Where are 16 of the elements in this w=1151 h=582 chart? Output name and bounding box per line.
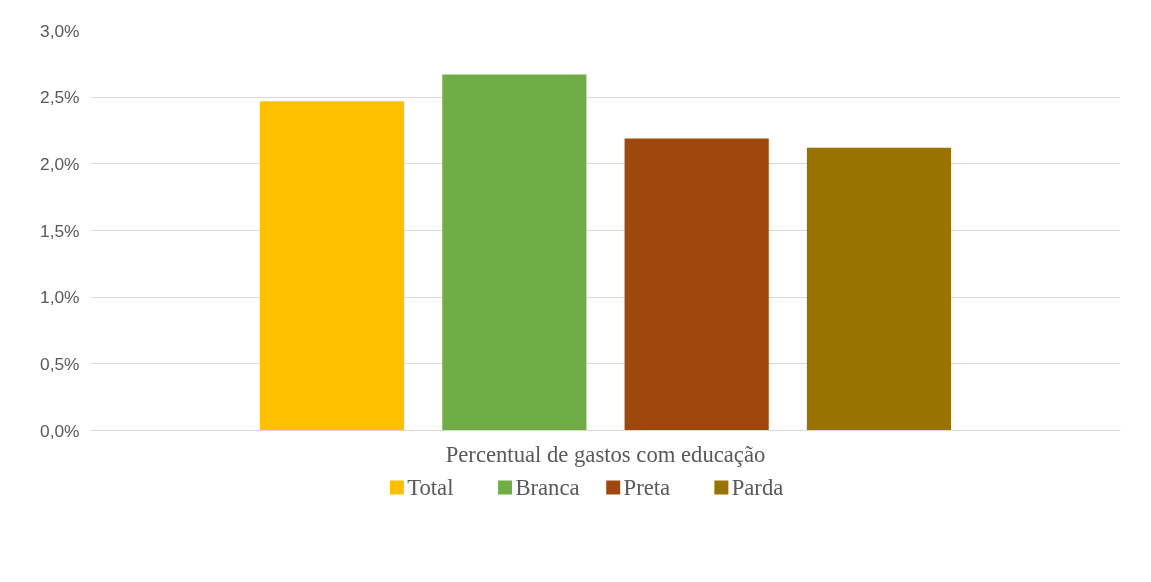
y-tick-label: 2,0% [40,153,80,174]
y-tick-label: 0,0% [40,420,80,441]
y-tick-label: 1,5% [40,220,80,241]
bar [806,147,952,431]
y-tick-label: 0,5% [40,353,80,374]
legend-label: Parda [731,475,784,500]
y-tick-label: 1,0% [40,287,80,308]
legend-label: Branca [515,475,580,500]
legend-label: Preta [623,475,671,500]
legend-label: Total [407,475,454,500]
bar [442,74,587,431]
x-tick-label: Percentual de gastos com educação [445,441,766,467]
y-tick-label: 3,0% [40,20,80,41]
bar [624,138,769,431]
bar [259,101,405,431]
y-tick-label: 2,5% [40,87,80,108]
